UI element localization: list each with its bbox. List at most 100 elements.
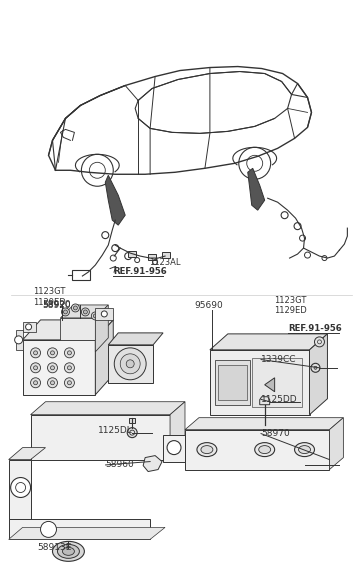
Polygon shape (163, 435, 185, 461)
Circle shape (83, 310, 87, 314)
Polygon shape (23, 322, 36, 332)
Polygon shape (210, 350, 310, 415)
Circle shape (33, 366, 37, 370)
Polygon shape (310, 334, 327, 415)
Bar (128, 251, 136, 257)
Circle shape (72, 304, 79, 312)
Bar (215, 360, 250, 405)
Bar (73, 270, 90, 280)
Circle shape (114, 348, 146, 380)
Polygon shape (61, 305, 108, 318)
Polygon shape (30, 415, 170, 460)
Circle shape (65, 363, 74, 373)
Circle shape (50, 381, 54, 385)
Bar (218, 365, 247, 400)
Circle shape (65, 378, 74, 388)
Polygon shape (9, 528, 165, 540)
Polygon shape (30, 402, 185, 415)
Ellipse shape (294, 443, 314, 457)
Bar (252, 358, 302, 407)
Circle shape (26, 324, 32, 330)
Text: REF.91-956: REF.91-956 (113, 267, 167, 276)
Circle shape (311, 363, 320, 372)
Circle shape (65, 348, 74, 358)
Polygon shape (143, 456, 162, 472)
Circle shape (68, 351, 72, 355)
Ellipse shape (259, 445, 271, 453)
Bar (148, 254, 156, 260)
Circle shape (101, 311, 107, 317)
Bar (129, 417, 135, 423)
Polygon shape (265, 378, 275, 392)
Circle shape (93, 314, 97, 318)
Polygon shape (9, 448, 45, 460)
Circle shape (48, 378, 57, 388)
Circle shape (61, 308, 69, 316)
Polygon shape (210, 334, 327, 350)
Circle shape (68, 366, 72, 370)
Polygon shape (170, 402, 185, 460)
Ellipse shape (298, 445, 310, 453)
Circle shape (30, 378, 41, 388)
Circle shape (167, 441, 181, 455)
Polygon shape (23, 320, 113, 340)
Text: 1123GT
1129ED: 1123GT 1129ED (274, 296, 306, 315)
Polygon shape (95, 308, 113, 320)
Polygon shape (61, 318, 95, 340)
Circle shape (120, 354, 140, 374)
Bar (108, 345, 153, 383)
Polygon shape (95, 320, 113, 395)
Circle shape (81, 308, 89, 316)
Circle shape (15, 336, 23, 344)
Circle shape (73, 306, 77, 310)
Ellipse shape (255, 443, 275, 457)
Circle shape (91, 312, 99, 320)
Ellipse shape (57, 544, 79, 558)
Polygon shape (330, 417, 343, 469)
Text: 95690: 95690 (194, 301, 223, 310)
Ellipse shape (53, 541, 84, 561)
Circle shape (48, 363, 57, 373)
Ellipse shape (197, 443, 217, 457)
Text: 1123GT
1129ED: 1123GT 1129ED (33, 287, 66, 307)
Circle shape (50, 351, 54, 355)
Polygon shape (23, 340, 95, 395)
Polygon shape (105, 175, 125, 225)
Text: 58920: 58920 (42, 301, 71, 310)
Polygon shape (185, 429, 330, 469)
Circle shape (33, 381, 37, 385)
Circle shape (30, 348, 41, 358)
Polygon shape (248, 168, 265, 210)
Text: 58913E: 58913E (37, 543, 71, 552)
Circle shape (126, 360, 134, 368)
Polygon shape (108, 333, 163, 345)
Text: 58970: 58970 (261, 429, 290, 438)
Text: 58920: 58920 (42, 300, 71, 309)
Bar (162, 252, 170, 258)
Polygon shape (95, 305, 108, 352)
Circle shape (11, 477, 30, 497)
Text: 1123AL: 1123AL (149, 258, 180, 267)
Circle shape (33, 351, 37, 355)
Polygon shape (260, 397, 270, 405)
Text: 1125DD: 1125DD (261, 395, 298, 404)
Text: 1125DL: 1125DL (98, 426, 133, 435)
Polygon shape (9, 460, 30, 520)
Circle shape (50, 366, 54, 370)
Ellipse shape (62, 548, 74, 556)
Polygon shape (185, 417, 343, 429)
Text: 1339CC: 1339CC (261, 355, 297, 364)
Circle shape (127, 428, 137, 437)
Circle shape (68, 381, 72, 385)
Circle shape (314, 367, 317, 369)
Circle shape (48, 348, 57, 358)
Ellipse shape (201, 445, 213, 453)
Text: 58960: 58960 (106, 460, 134, 469)
Circle shape (30, 363, 41, 373)
Polygon shape (9, 520, 150, 540)
Polygon shape (16, 330, 23, 350)
Circle shape (41, 521, 57, 537)
Circle shape (314, 337, 325, 347)
Circle shape (64, 310, 68, 314)
Text: REF.91-956: REF.91-956 (288, 324, 342, 333)
